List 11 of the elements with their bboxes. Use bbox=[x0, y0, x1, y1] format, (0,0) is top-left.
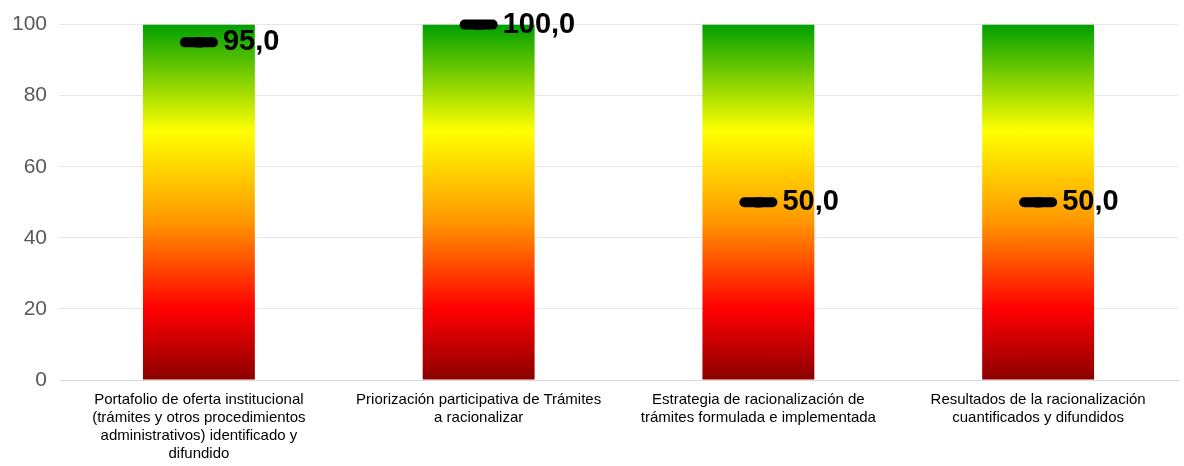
y-tick-label: 100 bbox=[11, 11, 48, 35]
y-tick-label: 40 bbox=[23, 224, 48, 248]
y-tick-label: 20 bbox=[23, 295, 48, 319]
x-tick-label: Resultados de la racionalización cuantificados y difundidos bbox=[930, 390, 1146, 426]
y-tick-label: 60 bbox=[23, 153, 48, 177]
x-tick-label: Portafolio de oferta institucional (trámites y otros procedimientos administrativos) identificado y difundido bbox=[92, 390, 306, 462]
x-tick-label: Priorización participativa de Trámites a racionalizar bbox=[356, 390, 602, 426]
y-tick-label: 0 bbox=[35, 366, 48, 390]
data-label: 100,0 bbox=[502, 6, 576, 39]
x-tick-label: Estrategia de racionalización de trámites formulada e implementada bbox=[640, 390, 877, 426]
y-tick-label: 80 bbox=[23, 82, 48, 106]
